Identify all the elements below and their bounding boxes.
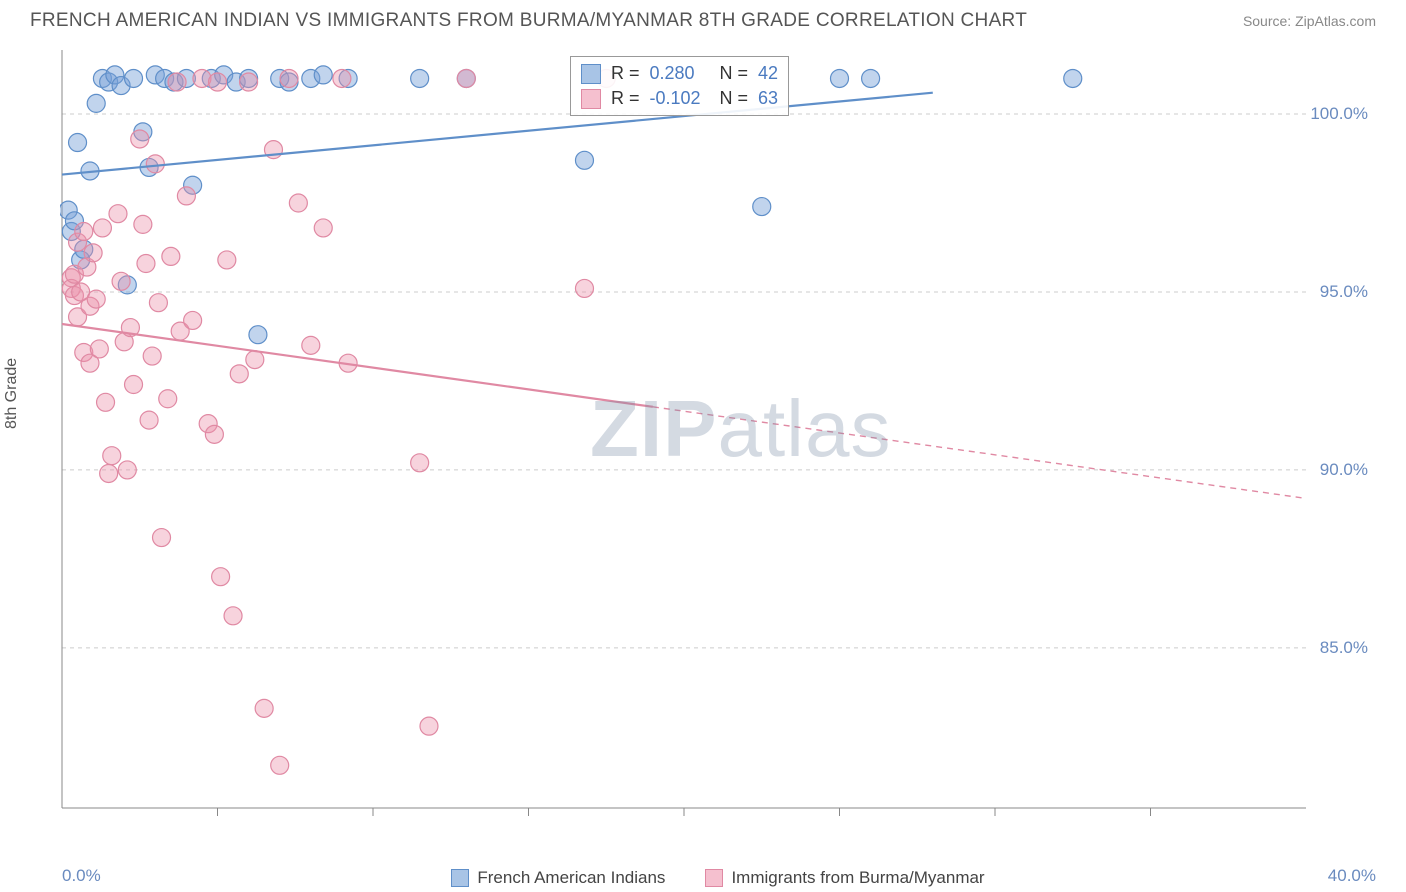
svg-text:95.0%: 95.0% — [1320, 282, 1368, 301]
svg-text:90.0%: 90.0% — [1320, 460, 1368, 479]
correlation-row-2: R = -0.102 N = 63 — [581, 86, 778, 111]
source-attribution: Source: ZipAtlas.com — [1243, 13, 1376, 29]
legend-item-1: French American Indians — [451, 868, 665, 888]
scatter-plot: 85.0% 90.0% 95.0% 100.0% — [60, 48, 1376, 838]
n-value-2: 63 — [758, 88, 778, 109]
legend-label-1: French American Indians — [477, 868, 665, 888]
chart-title: FRENCH AMERICAN INDIAN VS IMMIGRANTS FRO… — [30, 10, 1027, 32]
series-swatch-icon — [581, 64, 601, 84]
n-label: N = — [720, 88, 749, 109]
legend-item-2: Immigrants from Burma/Myanmar — [705, 868, 984, 888]
y-axis-label: 8th Grade — [3, 358, 21, 429]
r-value-2: -0.102 — [650, 88, 710, 109]
series-swatch-icon — [581, 89, 601, 109]
svg-text:100.0%: 100.0% — [1310, 104, 1368, 123]
r-value-1: 0.280 — [650, 63, 710, 84]
legend-swatch-icon — [705, 869, 723, 887]
legend-label-2: Immigrants from Burma/Myanmar — [731, 868, 984, 888]
correlation-row-1: R = 0.280 N = 42 — [581, 61, 778, 86]
chart-area: 85.0% 90.0% 95.0% 100.0% R = 0.280 N = 42 R… — [60, 48, 1376, 838]
x-axis-legend: French American Indians Immigrants from … — [60, 868, 1376, 888]
svg-text:85.0%: 85.0% — [1320, 638, 1368, 657]
n-value-1: 42 — [758, 63, 778, 84]
chart-header: FRENCH AMERICAN INDIAN VS IMMIGRANTS FRO… — [0, 0, 1406, 40]
correlation-legend: R = 0.280 N = 42 R = -0.102 N = 63 — [570, 56, 789, 116]
r-label: R = — [611, 88, 640, 109]
legend-swatch-icon — [451, 869, 469, 887]
r-label: R = — [611, 63, 640, 84]
n-label: N = — [720, 63, 749, 84]
